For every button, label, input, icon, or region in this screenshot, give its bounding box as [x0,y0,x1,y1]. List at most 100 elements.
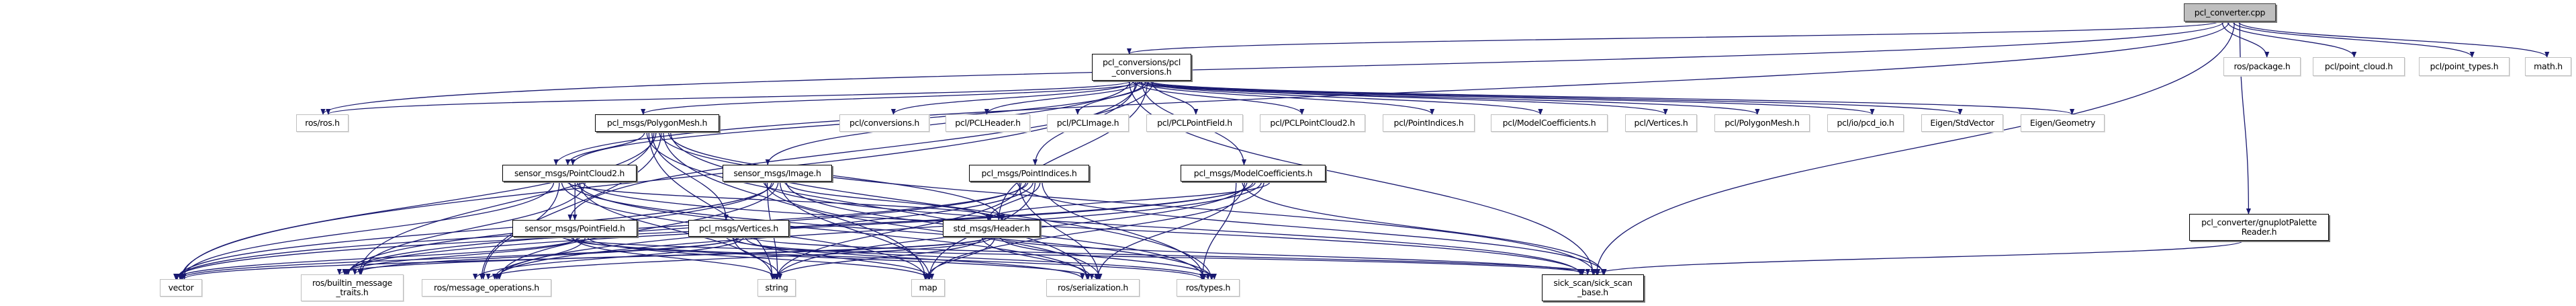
node-polymesh[interactable]: pcl_msgs/PolygonMesh.h [595,114,719,132]
edge-header-to-serial [981,236,1095,280]
node-pointcloud: pcl/point_cloud.h [2313,57,2405,76]
edge-header-to-sick [998,236,1585,275]
node-pclheader: pcl/PCLHeader.h [946,114,1030,132]
node-msgops: ros/message_operations.h [422,279,551,297]
edge-mc-to-sick [1242,181,1606,275]
node-label: pcl/point_types.h [2430,61,2499,71]
edge-pc2-to-serial [577,181,1091,280]
edge-pclconv-to-pclimage [1075,80,1146,115]
edge-pclconv-to-stdvec [1142,80,1963,115]
edge-pclconv-to-pclheader [984,80,1141,115]
node-geom: Eigen/Geometry [2021,114,2105,132]
node-pclimage: pcl/PCLImage.h [1047,114,1129,132]
edge-pclconv-to-pclpi [1138,80,1435,115]
node-pclpi: pcl/PointIndices.h [1383,114,1475,132]
edge-vert-to-msgops [473,236,745,280]
node-label: string [765,282,788,293]
node-label: map [919,282,937,293]
node-label: pcl/ModelCoefficients.h [1502,118,1596,128]
edge-polymesh-to-builtin [357,131,655,275]
node-label: pcl/Vertices.h [1634,118,1688,128]
edge-pc2-to-header [567,181,1005,221]
edge-cpp-to-pclconv [1127,21,2219,54]
node-pi[interactable]: pcl_msgs/PointIndices.h [969,165,1089,182]
edge-cpp-to-sick [1594,21,2235,275]
node-pclpm: pcl/PolygonMesh.h [1714,114,1810,132]
node-pcdio: pcl/io/pcd_io.h [1827,114,1904,132]
node-gnuplot[interactable]: pcl_converter/gnuplotPalette Reader.h [2189,214,2329,241]
node-vert[interactable]: pcl_msgs/Vertices.h [688,220,789,237]
edge-cpp-to-package [2221,21,2270,58]
edge-vert-to-map [745,236,935,280]
edge-pclconv-to-conversions [890,80,1135,115]
node-label: _conversions.h [1111,67,1172,77]
node-label: pcl_msgs/Vertices.h [699,223,778,233]
node-pointtypes: pcl/point_types.h [2419,57,2510,76]
edge-pf-to-msgops [492,236,586,280]
node-sick[interactable]: sick_scan/sick_scan _base.h [1542,274,1644,301]
edge-pf-to-serial [570,236,1099,280]
node-header[interactable]: std_msgs/Header.h [943,220,1040,237]
edge-mc-to-header [985,181,1271,221]
node-image[interactable]: sensor_msgs/Image.h [723,165,832,182]
node-pclvert: pcl/Vertices.h [1625,114,1697,132]
node-rosros: ros/ros.h [296,114,349,132]
edge-mc-to-map [926,181,1264,280]
edge-polymesh-to-vert [651,131,729,221]
edge-polymesh-to-sick [658,131,1597,275]
edge-image-to-msgops [497,181,779,280]
node-math: math.h [2525,57,2571,76]
edge-pi-to-builtin [344,181,1027,275]
node-label: pcl/PCLHeader.h [955,118,1021,128]
edge-header-to-string [772,236,984,280]
node-label: pcl_msgs/PointIndices.h [981,167,1077,178]
edge-pclconv-to-pclmc [1144,80,1543,115]
node-label: pcl_converter.cpp [2194,7,2266,17]
node-serial: ros/serialization.h [1046,279,1140,297]
node-label: ros/builtin_message [312,278,393,288]
node-package: ros/package.h [2223,57,2301,76]
edge-polymesh-to-header [668,131,1004,221]
node-vector: vector [160,279,202,297]
edge-cpp-to-rosros [320,21,2225,115]
node-mc[interactable]: pcl_msgs/ModelCoefficients.h [1181,165,1326,182]
edge-pclconv-to-pcdio [1136,80,1875,115]
edge-vert-to-sick [749,236,1600,275]
edge-pf-to-sick [561,236,1590,275]
node-pclpc2: pcl/PCLPointCloud2.h [1260,114,1365,132]
edge-gnuplot-to-sick [1594,240,2244,275]
node-label: _base.h [1577,287,1608,297]
node-label: ros/package.h [2234,61,2291,71]
edge-cpp-to-gnuplot [2239,21,2252,215]
node-conversions: pcl/conversions.h [839,114,929,132]
edge-vert-to-serial [731,236,1085,280]
edge-pf-to-map [586,236,931,280]
node-label: pcl/PCLPointField.h [1157,118,1232,128]
node-pc2[interactable]: sensor_msgs/PointCloud2.h [502,165,637,182]
edge-polymesh-to-pc2 [565,131,645,165]
edge-mc-to-msgops [494,181,1262,280]
edge-header-to-msgops [486,236,994,280]
edge-pclconv-to-pclpm [1130,80,1760,115]
edge-image-to-header [784,181,993,221]
edge-cpp-to-pointtypes [2232,21,2475,58]
edge-cpp-to-math [2238,21,2550,58]
node-label: math.h [2534,61,2563,71]
node-pclconv[interactable]: pcl_conversions/pcl _conversions.h [1092,54,1191,81]
node-label: pcl/conversions.h [849,118,920,128]
edge-pc2-to-vector [180,181,555,280]
node-label: pcl/PCLImage.h [1056,118,1119,128]
edge-pf-to-builtin [342,236,579,275]
node-cpp[interactable]: pcl_converter.cpp [2184,3,2276,22]
node-pclmc: pcl/ModelCoefficients.h [1491,114,1608,132]
node-map: map [911,279,945,297]
edge-mc-to-types [1200,181,1237,280]
node-label: sensor_msgs/PointCloud2.h [514,167,625,178]
node-pf[interactable]: sensor_msgs/PointField.h [512,220,637,237]
edge-pclconv-to-pf [567,80,1154,221]
node-string: string [757,279,796,297]
edge-cpp-to-pointcloud [2227,21,2357,58]
edge-pclconv-to-geom [1148,80,2074,115]
node-types: ros/types.h [1177,279,1240,297]
